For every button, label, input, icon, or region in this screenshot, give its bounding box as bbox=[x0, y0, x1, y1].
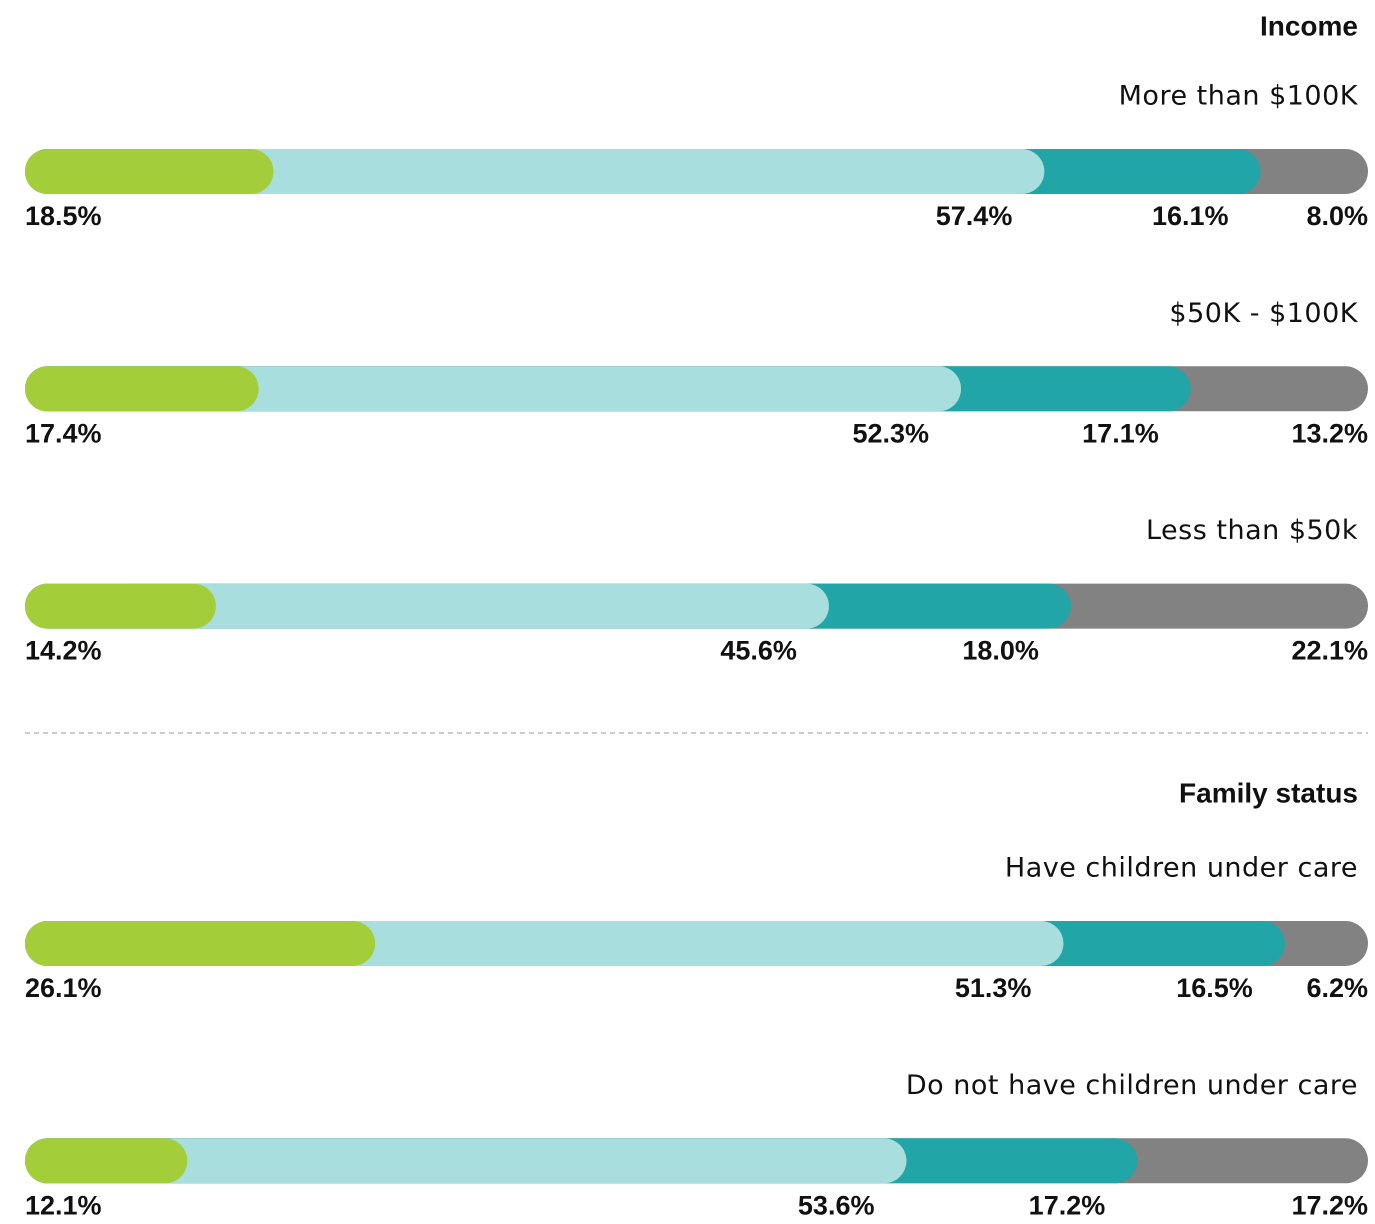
value-label: 17.2% bbox=[1029, 1190, 1106, 1220]
value-label: 22.1% bbox=[1291, 636, 1368, 666]
value-label: 51.3% bbox=[955, 973, 1032, 1003]
value-label: 17.1% bbox=[1082, 418, 1159, 448]
group-title: Family status bbox=[1179, 777, 1358, 808]
value-label: 16.5% bbox=[1176, 973, 1253, 1003]
value-label: 26.1% bbox=[25, 973, 102, 1003]
value-label: 16.1% bbox=[1152, 201, 1229, 231]
group-title: Income bbox=[1260, 10, 1358, 41]
row-label: Less than $50k bbox=[1146, 515, 1358, 546]
value-label: 12.1% bbox=[25, 1190, 102, 1220]
row-label: $50K - $100K bbox=[1169, 298, 1358, 329]
bar-segment bbox=[25, 1138, 188, 1184]
value-label: 14.2% bbox=[25, 636, 102, 666]
value-label: 17.4% bbox=[25, 418, 102, 448]
value-label: 57.4% bbox=[936, 201, 1013, 231]
value-label: 17.2% bbox=[1291, 1190, 1368, 1220]
row-label: Do not have children under care bbox=[906, 1070, 1358, 1101]
bar-segment bbox=[25, 1138, 907, 1184]
bar-segment bbox=[25, 583, 216, 629]
bar-segment bbox=[25, 366, 962, 412]
value-label: 45.6% bbox=[720, 636, 797, 666]
bar-segment bbox=[25, 149, 274, 194]
bar-segment bbox=[25, 366, 259, 412]
value-label: 18.0% bbox=[962, 636, 1039, 666]
bar-segment bbox=[25, 583, 829, 629]
row-label: More than $100K bbox=[1119, 81, 1359, 112]
value-label: 13.2% bbox=[1291, 418, 1368, 448]
row-label: Have children under care bbox=[1005, 853, 1358, 884]
value-label: 53.6% bbox=[798, 1190, 875, 1220]
value-label: 18.5% bbox=[25, 201, 102, 231]
bar-segment bbox=[25, 921, 376, 966]
value-label: 8.0% bbox=[1306, 201, 1368, 231]
bar-segment bbox=[25, 149, 1045, 194]
value-label: 52.3% bbox=[853, 418, 930, 448]
value-label: 6.2% bbox=[1306, 973, 1368, 1003]
